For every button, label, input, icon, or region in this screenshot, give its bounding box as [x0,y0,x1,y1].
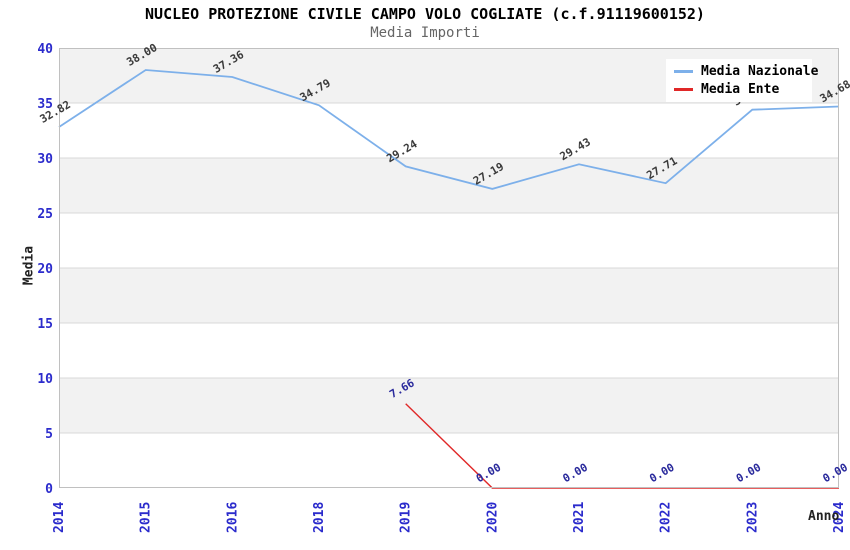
value-label: 0.00 [821,461,850,486]
y-axis-tick-labels: 0 5 10 15 20 25 30 35 40 [37,42,53,497]
value-label: 0.00 [734,461,763,486]
chart-title: NUCLEO PROTEZIONE CIVILE CAMPO VOLO COGL… [145,5,705,23]
legend-label-media-ente: Media Ente [701,82,780,97]
y-tick-label: 15 [37,317,53,332]
x-tick-label: 2015 [139,502,154,533]
x-tick-label: 2021 [572,502,587,533]
y-tick-label: 20 [37,262,53,277]
line-media-nazionale [58,69,840,190]
x-tick-label: 2019 [399,502,414,533]
y-tick-label: 40 [37,42,53,57]
plot-border [59,48,839,488]
x-tick-label: 2016 [225,502,240,533]
chart-subtitle: Media Importi [370,25,480,41]
y-tick-label: 25 [37,207,53,222]
y-tick-label: 10 [37,372,53,387]
media-nazionale-line-icon [674,70,693,73]
legend: Media Nazionale Media Ente [666,59,818,102]
x-tick-label: 2023 [745,502,760,533]
background-bands [59,48,839,433]
media-ente-line-icon [674,88,693,91]
band [59,378,839,433]
y-tick-label: 5 [45,427,53,442]
x-tick-label: 2022 [659,502,674,533]
legend-item-media-ente: Media Ente [666,83,812,96]
y-tick-label: 0 [45,482,53,497]
value-label: 0.00 [561,461,590,486]
y-tick-label: 35 [37,97,53,112]
value-label: 0.00 [647,461,676,486]
band [59,158,839,213]
x-axis-tick-labels: 2014 2015 2016 2018 2019 2020 2021 2022 2023 2024 [52,502,847,533]
y-axis-title: Media [21,245,37,286]
grid-lines [59,102,839,434]
y-tick-label: 30 [37,152,53,167]
band [59,268,839,323]
legend-label-media-nazionale: Media Nazionale [701,64,819,79]
value-label: 0.00 [474,461,503,486]
x-tick-label: 2020 [485,502,500,533]
x-axis-title: Anno [808,509,840,524]
legend-item-media-nazionale: Media Nazionale [666,65,818,78]
plot-border-rect [59,48,839,488]
x-tick-label: 2014 [52,502,67,533]
x-tick-label: 2018 [312,502,327,533]
x-tick-label: 2024 [832,502,847,533]
